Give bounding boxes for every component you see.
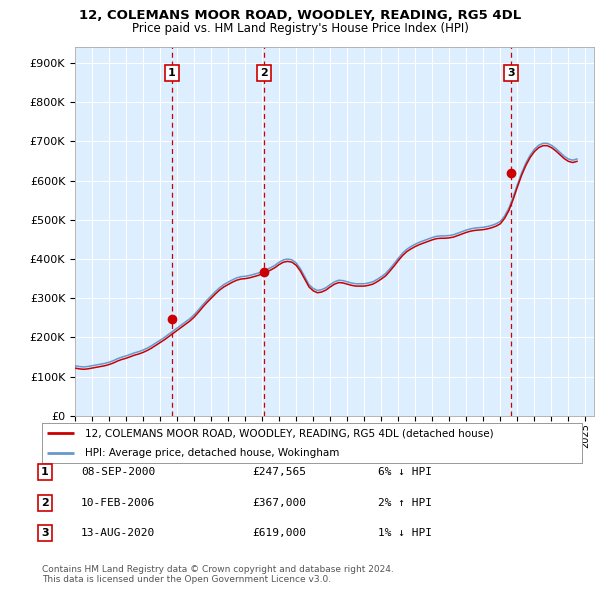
- Text: 3: 3: [41, 529, 49, 538]
- Text: 10-FEB-2006: 10-FEB-2006: [81, 498, 155, 507]
- Text: 12, COLEMANS MOOR ROAD, WOODLEY, READING, RG5 4DL (detached house): 12, COLEMANS MOOR ROAD, WOODLEY, READING…: [85, 428, 494, 438]
- Text: 2: 2: [260, 68, 268, 78]
- Text: 2: 2: [41, 498, 49, 507]
- Text: £247,565: £247,565: [252, 467, 306, 477]
- Text: £619,000: £619,000: [252, 529, 306, 538]
- Text: HPI: Average price, detached house, Wokingham: HPI: Average price, detached house, Woki…: [85, 448, 340, 458]
- Text: 1% ↓ HPI: 1% ↓ HPI: [378, 529, 432, 538]
- Text: £367,000: £367,000: [252, 498, 306, 507]
- Text: 6% ↓ HPI: 6% ↓ HPI: [378, 467, 432, 477]
- Text: Contains HM Land Registry data © Crown copyright and database right 2024.
This d: Contains HM Land Registry data © Crown c…: [42, 565, 394, 584]
- Text: 3: 3: [507, 68, 515, 78]
- Text: 2% ↑ HPI: 2% ↑ HPI: [378, 498, 432, 507]
- Text: 1: 1: [41, 467, 49, 477]
- Text: 12, COLEMANS MOOR ROAD, WOODLEY, READING, RG5 4DL: 12, COLEMANS MOOR ROAD, WOODLEY, READING…: [79, 9, 521, 22]
- Text: 1: 1: [168, 68, 176, 78]
- Text: Price paid vs. HM Land Registry's House Price Index (HPI): Price paid vs. HM Land Registry's House …: [131, 22, 469, 35]
- Text: 13-AUG-2020: 13-AUG-2020: [81, 529, 155, 538]
- Text: 08-SEP-2000: 08-SEP-2000: [81, 467, 155, 477]
